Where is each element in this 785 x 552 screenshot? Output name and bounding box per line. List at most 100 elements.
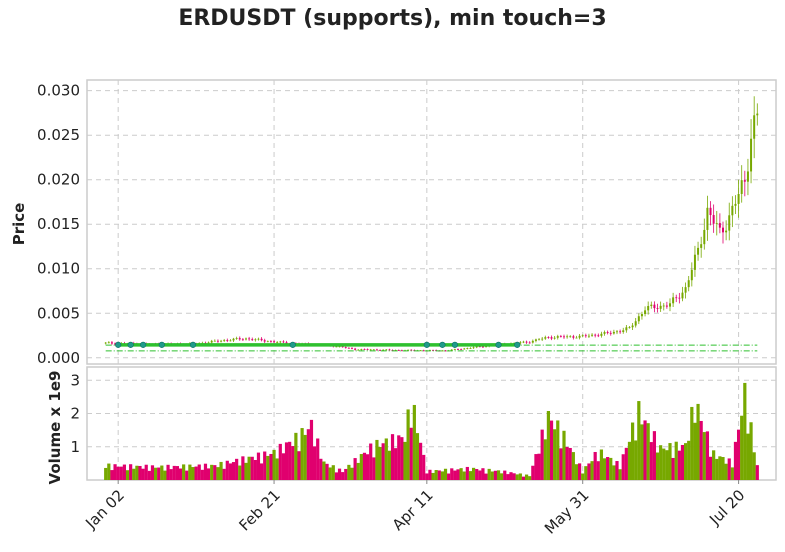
volume-bar <box>238 465 242 480</box>
volume-bar <box>309 419 314 480</box>
candle-body <box>550 337 553 339</box>
volume-bar <box>447 473 451 480</box>
volume-bar <box>129 464 133 480</box>
volume-bar <box>471 467 476 480</box>
volume-bar <box>462 471 466 480</box>
volume-bar <box>556 420 560 480</box>
volume-bar <box>577 463 582 480</box>
volume-bar <box>724 463 728 480</box>
volume-bar <box>341 472 345 480</box>
candle-body <box>531 340 534 343</box>
volume-bar <box>500 473 504 480</box>
candle-body <box>422 350 425 352</box>
volume-bar <box>730 467 734 480</box>
price-axis-label: Price <box>10 203 28 246</box>
candle-body <box>478 346 481 348</box>
volume-bar <box>216 467 220 480</box>
volume-bar <box>350 467 354 480</box>
candle-body <box>341 346 344 348</box>
volume-bar <box>113 464 117 480</box>
volume-bar <box>163 470 167 480</box>
volume-bar <box>465 466 469 480</box>
volume-bar <box>403 441 407 480</box>
volume-bar <box>322 461 326 480</box>
volume-bar <box>496 470 501 480</box>
candle-body <box>684 287 687 293</box>
volume-bar <box>593 451 597 480</box>
volume-bar <box>284 442 289 480</box>
volume-bar <box>104 467 108 480</box>
volume-bar <box>443 468 448 480</box>
candle-body <box>637 316 640 322</box>
volume-bar <box>153 467 158 480</box>
volume-bar <box>387 450 392 480</box>
volume-bar <box>668 443 672 480</box>
candle-body <box>547 337 550 338</box>
candle-body <box>559 336 562 337</box>
volume-bar <box>630 422 635 480</box>
volume-bar <box>275 458 279 480</box>
volume-bar <box>263 451 267 480</box>
volume-bar <box>135 465 139 480</box>
price-tick-label: 0.010 <box>37 260 80 278</box>
volume-bar <box>599 449 604 480</box>
volume-bar <box>418 442 423 480</box>
candle-body <box>441 350 444 352</box>
volume-bar <box>677 450 681 480</box>
volume-bar <box>509 472 513 480</box>
volume-bar <box>191 467 195 480</box>
candle-body <box>662 305 665 307</box>
candle-body <box>481 346 484 348</box>
candle-body <box>450 349 453 351</box>
volume-bar <box>478 470 482 480</box>
candle-body <box>335 346 338 348</box>
volume-bar <box>534 454 538 480</box>
candle-body <box>709 207 712 216</box>
candle-body <box>731 205 734 216</box>
candle-body <box>226 340 229 341</box>
volume-bar <box>718 456 722 480</box>
volume-bar <box>440 471 445 480</box>
candle-body <box>273 341 276 343</box>
volume-bar <box>394 448 398 480</box>
volume-bar <box>369 443 373 480</box>
volume-bar <box>515 474 519 480</box>
candle-body <box>525 341 528 343</box>
candle-body <box>397 349 400 351</box>
volume-bar <box>390 434 395 480</box>
volume-bar <box>693 422 697 480</box>
volume-bar <box>743 382 747 480</box>
volume-bar <box>235 458 239 480</box>
volume-bar <box>690 406 694 480</box>
volume-bar <box>415 433 420 480</box>
volume-bar <box>640 424 644 480</box>
candle-body <box>706 207 709 230</box>
candle-body <box>400 350 403 352</box>
volume-bar <box>562 430 566 480</box>
candle-body <box>678 297 681 299</box>
volume-bar <box>571 452 575 480</box>
volume-bar <box>356 462 360 480</box>
volume-bar <box>428 469 432 480</box>
volume-bar <box>559 448 563 480</box>
volume-bar <box>752 452 756 480</box>
x-tick-label: May 31 <box>541 486 593 538</box>
volume-bar <box>334 472 339 480</box>
volume-bar <box>596 461 600 480</box>
volume-bar <box>141 468 145 480</box>
candle-body <box>344 347 347 348</box>
candle-body <box>665 305 668 307</box>
volume-bar <box>503 470 507 480</box>
volume-bar <box>634 440 638 480</box>
volume-bar <box>512 473 516 480</box>
volume-bar <box>662 448 666 480</box>
candle-body <box>114 343 117 345</box>
volume-bar <box>565 446 569 480</box>
volume-bar <box>468 471 473 480</box>
volume-bar <box>325 463 329 480</box>
candle-body <box>485 346 488 348</box>
volume-tick-label: 3 <box>70 371 80 389</box>
volume-bar <box>400 437 404 480</box>
volume-bar <box>727 458 731 480</box>
